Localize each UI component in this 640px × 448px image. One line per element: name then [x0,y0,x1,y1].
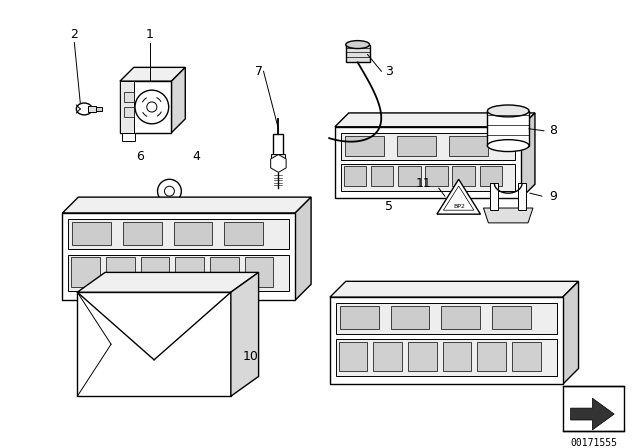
Bar [175,258,204,287]
Ellipse shape [488,140,529,151]
Polygon shape [571,398,614,430]
Bar [344,166,366,186]
Bar [330,297,563,384]
Bar [479,166,502,186]
Polygon shape [120,67,186,81]
Text: 10: 10 [243,350,259,363]
Bar [441,306,480,329]
Ellipse shape [488,105,529,117]
Bar [340,306,378,329]
Text: 7: 7 [255,65,262,78]
Text: 6: 6 [136,150,143,163]
Text: 8: 8 [548,124,557,137]
Text: BP2: BP2 [454,203,466,208]
Polygon shape [172,67,186,133]
Bar [124,92,134,102]
Polygon shape [63,197,311,213]
Bar [124,107,134,117]
Bar [563,386,624,431]
Ellipse shape [346,41,369,48]
Polygon shape [521,113,535,198]
Polygon shape [490,183,499,210]
Bar [271,154,285,164]
Text: 2: 2 [70,28,78,41]
Polygon shape [271,155,286,172]
Bar [72,222,111,245]
Polygon shape [518,183,526,210]
Bar [336,303,557,334]
Text: 1: 1 [146,28,154,41]
Bar [72,258,100,287]
Bar [397,136,436,155]
Bar [225,222,263,245]
Polygon shape [444,186,474,210]
Text: 4: 4 [192,150,200,163]
Bar [63,213,295,300]
Bar [425,166,448,186]
Bar [398,166,420,186]
Polygon shape [231,272,259,396]
Text: 11: 11 [416,177,432,190]
Bar [492,306,531,329]
Bar [68,219,289,250]
Bar [346,44,369,62]
Bar [120,81,172,133]
Bar [106,258,134,287]
Bar [336,339,557,375]
Circle shape [147,102,157,112]
Bar [452,166,475,186]
Bar [210,258,239,287]
Bar [335,127,521,198]
Bar [341,164,515,191]
Bar [77,292,231,396]
Polygon shape [335,113,535,127]
Ellipse shape [76,103,92,115]
Text: 3: 3 [385,65,393,78]
Bar [141,258,170,287]
Bar [273,134,284,168]
Bar [449,136,488,155]
Polygon shape [330,281,579,297]
Text: 5: 5 [385,199,394,212]
Polygon shape [77,272,259,292]
Polygon shape [483,208,533,223]
Bar [244,258,273,287]
Bar [68,255,289,291]
Bar [345,136,385,155]
Bar [96,107,102,111]
Bar [120,81,134,133]
Circle shape [164,186,174,196]
Bar [390,306,429,329]
Bar [371,166,394,186]
Bar [408,342,437,371]
Bar [512,342,541,371]
Bar [443,342,472,371]
Polygon shape [563,281,579,384]
Text: 9: 9 [549,190,557,202]
Polygon shape [295,197,311,300]
Circle shape [157,179,181,203]
Bar [477,342,506,371]
Bar [488,111,529,146]
Bar [374,342,402,371]
Circle shape [135,90,169,124]
Text: 00171555: 00171555 [570,438,617,448]
Bar [122,133,135,141]
Bar [123,222,162,245]
Bar [174,222,212,245]
Bar [88,106,96,112]
Bar [341,133,515,160]
Bar [339,342,367,371]
Polygon shape [437,179,481,214]
